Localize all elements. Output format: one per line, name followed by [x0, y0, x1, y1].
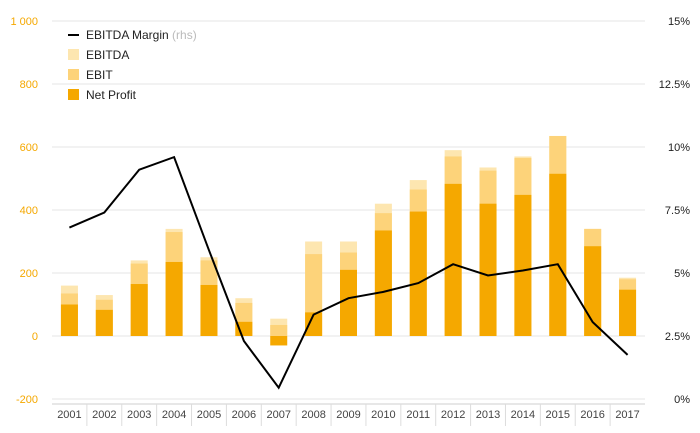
bar-net-profit: [619, 289, 637, 336]
x-tick-label: 2002: [92, 409, 116, 421]
y-right-tick-label: 7.5%: [665, 205, 690, 217]
x-tick-label: 2008: [301, 409, 325, 421]
bar-ebit: [270, 324, 288, 336]
bar-net-profit: [95, 309, 113, 336]
y-right-tick-label: 2.5%: [665, 331, 690, 343]
legend-label: EBITDA: [86, 48, 129, 62]
bar-net-profit: [479, 203, 497, 336]
bar-net-profit: [549, 173, 567, 336]
y-right-tick-label: 0%: [674, 394, 690, 406]
bar-net-profit: [165, 261, 183, 336]
y-left-tick-label: 400: [20, 205, 38, 217]
bar-net-profit: [305, 312, 323, 336]
bar-net-profit: [60, 304, 78, 336]
bar-net-profit: [374, 230, 392, 336]
line-ebitda-margin: [69, 155, 629, 390]
x-tick-label: 2010: [371, 409, 395, 421]
bar-net-profit: [514, 194, 532, 336]
y-right-tick-label: 12.5%: [659, 79, 690, 91]
x-tick-label: 2011: [406, 409, 430, 421]
x-tick-label: 2017: [615, 409, 639, 421]
legend-label: Net Profit: [86, 88, 137, 102]
x-tick-label: 2005: [197, 409, 221, 421]
x-tick-label: 2004: [162, 409, 186, 421]
y-right-tick-label: 15%: [668, 16, 690, 28]
legend-swatch: [68, 89, 79, 100]
legend-label-suffix: (rhs): [169, 28, 197, 42]
x-tick-label: 2006: [232, 409, 256, 421]
bar-net-profit: [409, 211, 427, 336]
x-tick-label: 2014: [511, 409, 535, 421]
y-right-tick-label: 5%: [674, 268, 690, 280]
bar-net-profit: [270, 336, 288, 346]
x-tick-label: 2016: [580, 409, 604, 421]
x-tick-label: 2013: [476, 409, 500, 421]
legend-label: EBIT: [86, 68, 113, 82]
x-tick-label: 2007: [266, 409, 290, 421]
y-left-tick-label: 1 000: [10, 16, 38, 28]
y-right-tick-label: 10%: [668, 142, 690, 154]
bar-net-profit: [340, 269, 357, 336]
bar-net-profit: [130, 284, 148, 336]
y-left-tick-label: -200: [16, 394, 38, 406]
legend-swatch: [68, 69, 79, 80]
legend-label: EBITDA Margin (rhs): [86, 28, 197, 42]
bar-net-profit: [200, 284, 218, 336]
bar-net-profit: [444, 183, 462, 336]
x-tick-label: 2003: [127, 409, 151, 421]
y-left-tick-label: 200: [20, 268, 38, 280]
y-left-tick-label: 600: [20, 142, 38, 154]
legend-swatch: [68, 49, 79, 60]
y-left-tick-label: 800: [20, 79, 38, 91]
y-left-tick-label: 0: [32, 331, 38, 343]
x-tick-label: 2009: [336, 409, 360, 421]
x-tick-label: 2001: [57, 409, 81, 421]
x-tick-label: 2012: [441, 409, 465, 421]
x-tick-label: 2015: [546, 409, 570, 421]
